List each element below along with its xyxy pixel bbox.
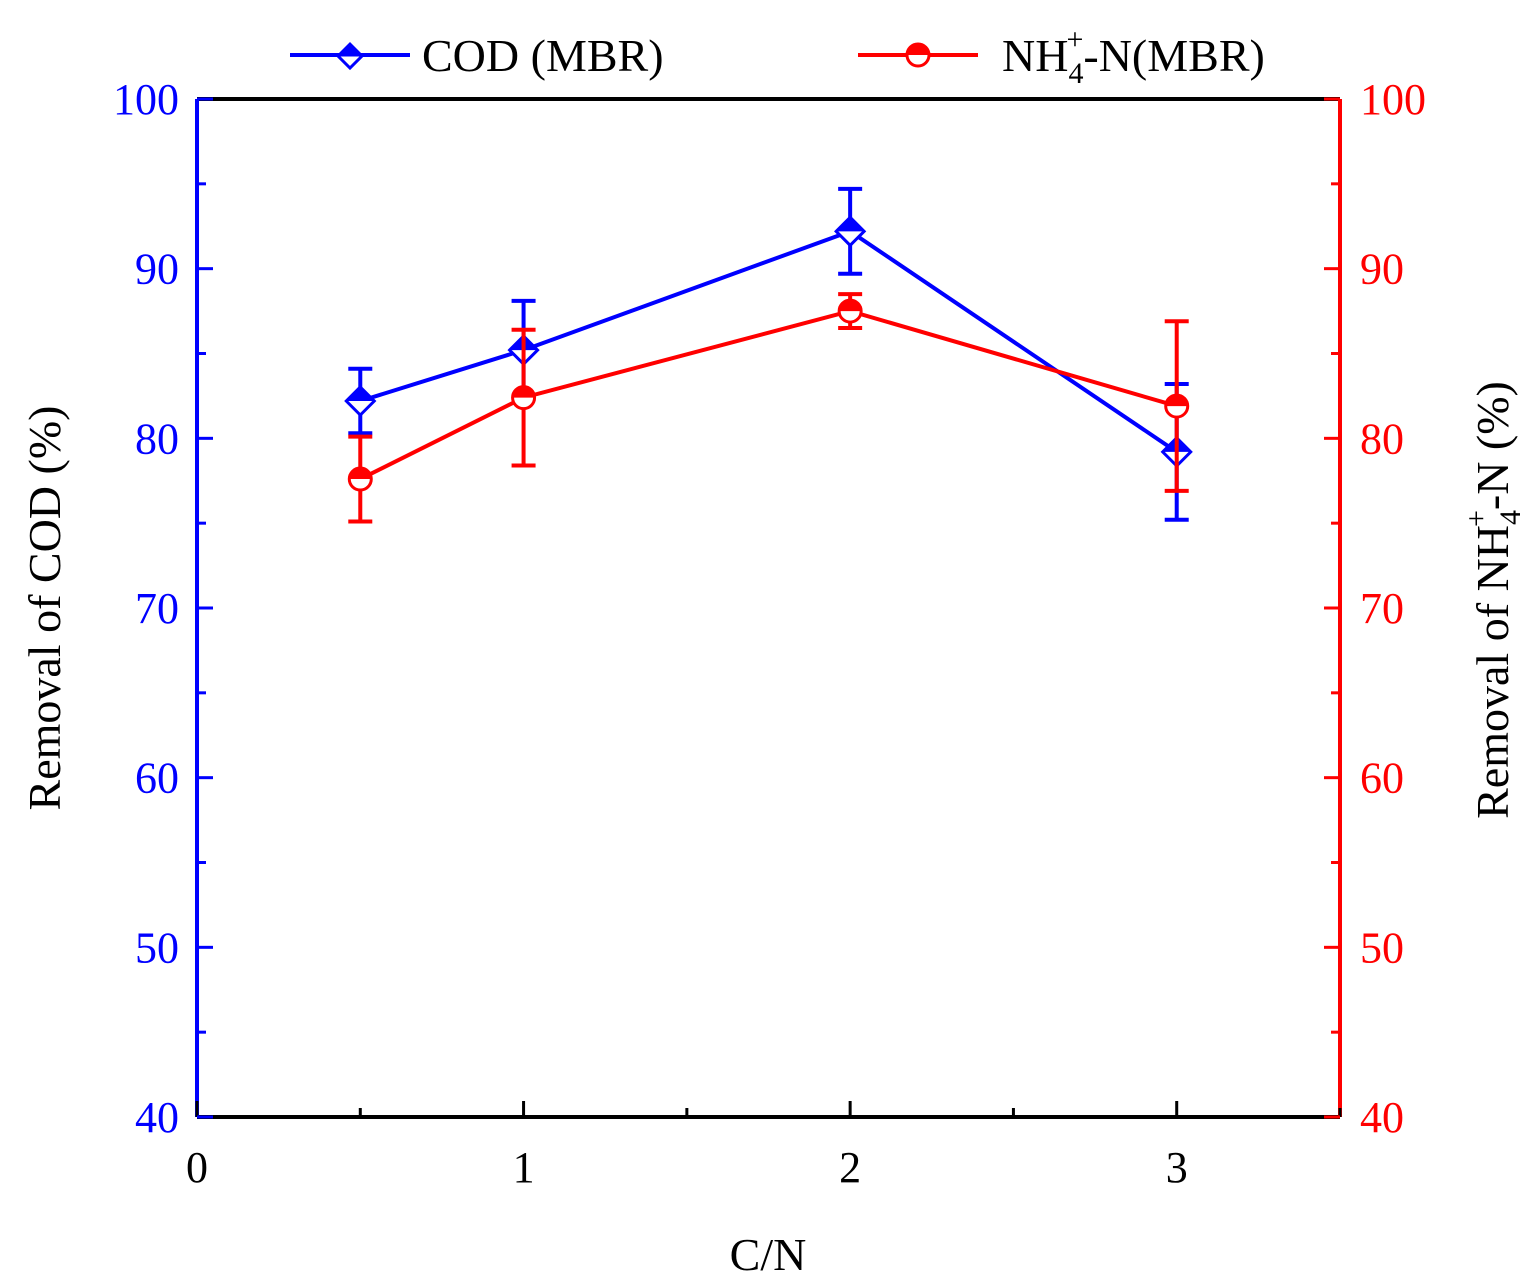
- data-point-circle: [837, 298, 863, 324]
- legend-label-cod: COD (MBR): [422, 30, 664, 81]
- data-point-circle: [1164, 393, 1190, 419]
- y-left-tick-label: 80: [135, 414, 179, 463]
- x-tick-label: 2: [839, 1143, 861, 1192]
- legend-label-nh4: NH4+-N(MBR): [1002, 23, 1265, 90]
- legend-nh4-sub: 4: [1068, 57, 1083, 90]
- y-axis-title-left: Removal of COD (%): [19, 406, 70, 811]
- y-left-tick-label: 50: [135, 923, 179, 972]
- x-axis-title: C/N: [730, 1229, 807, 1280]
- legend-nh4-suffix: -N(MBR): [1083, 30, 1264, 81]
- legend-entry-nh4: NH4+-N(MBR): [858, 23, 1265, 90]
- y-right-tick-label: 70: [1360, 584, 1404, 633]
- y-right-sub: 4: [1494, 510, 1527, 525]
- circle-marker-upper-fill: [839, 300, 862, 312]
- y-right-suffix: -N (%): [1467, 381, 1518, 510]
- y-left-tick-label: 40: [135, 1093, 179, 1142]
- data-point-circle: [511, 385, 537, 411]
- y-right-tick-label: 40: [1360, 1093, 1404, 1142]
- y-axis-title-right: Removal of NH4+-N (%): [1460, 381, 1527, 819]
- data-point-diamond: [834, 215, 867, 248]
- legend-nh4-sup: +: [1066, 23, 1083, 56]
- y-right-tick-label: 100: [1360, 75, 1426, 124]
- y-right-tick-label: 60: [1360, 754, 1404, 803]
- x-tick-label: 1: [513, 1143, 535, 1192]
- y-right-tick-label: 50: [1360, 923, 1404, 972]
- axes: 0 1 2 3 40 40 50 50 60 60 70 70 80 80 90 90 100 100: [113, 75, 1426, 1192]
- x-tick-label: 3: [1166, 1143, 1188, 1192]
- y-right-prefix: Removal of NH: [1467, 525, 1518, 819]
- legend: COD (MBR) NH4+-N(MBR): [290, 23, 1265, 90]
- y-left-tick-label: 100: [113, 75, 179, 124]
- legend-nh4-prefix: NH: [1002, 30, 1068, 81]
- legend-entry-cod: COD (MBR): [290, 30, 664, 81]
- circle-marker-upper-fill: [1165, 395, 1188, 407]
- x-tick-label: 0: [186, 1143, 208, 1192]
- series-layer: [344, 186, 1193, 524]
- diamond-marker-upper-fill: [836, 217, 865, 232]
- legend-diamond-icon-lower-half: [333, 53, 367, 71]
- y-left-tick-label: 70: [135, 584, 179, 633]
- series-nh4: [347, 292, 1190, 524]
- circle-marker-upper-fill: [349, 468, 372, 480]
- circle-marker-upper-fill: [512, 386, 535, 398]
- diamond-marker-upper-fill: [346, 387, 375, 402]
- data-point-circle: [347, 466, 373, 492]
- series-line: [359, 309, 1178, 481]
- series-line: [359, 229, 1178, 454]
- legend-circle-icon-upper-half: [907, 44, 929, 55]
- y-left-tick-label: 60: [135, 754, 179, 803]
- y-right-tick-label: 90: [1360, 245, 1404, 294]
- series-cod: [344, 186, 1193, 522]
- y-right-sup: +: [1460, 510, 1493, 527]
- y-right-tick-label: 80: [1360, 414, 1404, 463]
- data-point-diamond: [344, 384, 377, 418]
- y-left-tick-label: 90: [135, 245, 179, 294]
